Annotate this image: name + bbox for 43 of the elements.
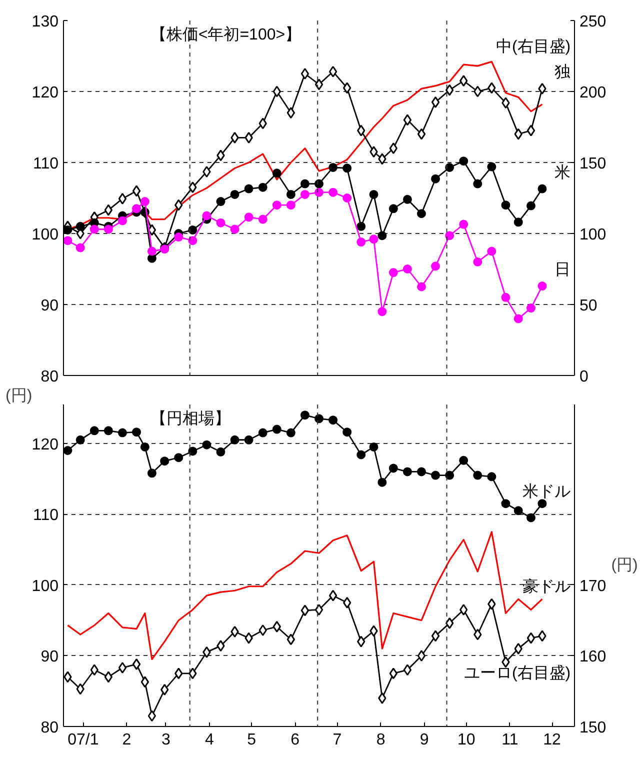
x-tick-label: 12 — [543, 732, 562, 748]
x-tick-label: 2 — [122, 732, 132, 748]
series-label: 中(右目盛) — [496, 37, 571, 56]
y-tick-label: 110 — [32, 507, 59, 524]
y-axis-title: (円) — [6, 388, 32, 404]
y2-tick-label: 100 — [580, 226, 606, 244]
y-tick-label: 100 — [32, 226, 59, 244]
x-tick-label: 3 — [162, 732, 171, 748]
x-tick-label: 11 — [502, 732, 518, 748]
annotation: 【円相場】 — [150, 410, 230, 428]
x-tick-label: 5 — [247, 732, 256, 748]
annotation: 【株価<年初=100>】 — [150, 26, 302, 44]
series-label: ユーロ(右目盛) — [464, 664, 571, 682]
x-tick-label: 10 — [458, 732, 476, 748]
y2-tick-label: 150 — [580, 156, 606, 172]
y-tick-label: 90 — [40, 648, 59, 666]
y-tick-label: 120 — [32, 436, 59, 454]
y2-axis-title: (円) — [611, 557, 638, 574]
y-tick-label: 130 — [32, 14, 59, 30]
y2-tick-label: 250 — [580, 14, 606, 30]
series-label: 米ドル — [522, 482, 571, 500]
x-tick-label: 7 — [332, 732, 342, 748]
y-tick-label: 120 — [32, 84, 59, 102]
y2-tick-label: 150 — [580, 720, 606, 736]
x-tick-label: 8 — [376, 732, 386, 748]
y2-tick-label: 200 — [580, 84, 606, 102]
y2-tick-label: 160 — [580, 648, 606, 666]
y2-tick-label: 50 — [580, 298, 598, 314]
series-label: 日 — [554, 262, 571, 279]
x-tick-label: 4 — [205, 732, 214, 748]
y-tick-label: 80 — [40, 368, 59, 386]
y-tick-label: 100 — [32, 578, 59, 595]
x-tick-label: 9 — [420, 732, 429, 748]
series-label: 米 — [554, 163, 571, 182]
series-label: 豪ドル — [522, 577, 571, 596]
x-tick-label: 6 — [290, 732, 300, 748]
series-label: 独 — [554, 63, 571, 82]
y-tick-label: 80 — [40, 720, 59, 736]
y2-tick-label: 170 — [580, 578, 606, 595]
y-tick-label: 90 — [40, 298, 59, 314]
y-tick-label: 110 — [32, 156, 59, 172]
x-tick-label: 07/1 — [68, 732, 99, 748]
y2-tick-label: 0 — [580, 368, 588, 386]
